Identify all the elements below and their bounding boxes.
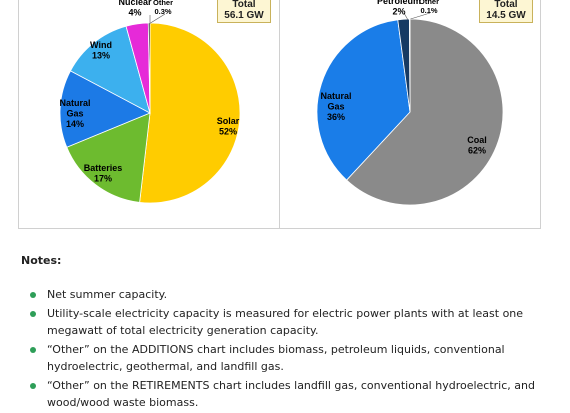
- note-text: “Other” on the ADDITIONS chart includes …: [47, 342, 505, 374]
- bullet-icon: [30, 310, 36, 317]
- additions-label-other: Other 0.3%: [153, 0, 173, 16]
- note-text: Net summer capacity.: [47, 288, 168, 301]
- retirements-total-box: Total 14.5 GW: [479, 0, 533, 23]
- additions-label-batteries: Batteries 17%: [84, 163, 123, 184]
- bullet-icon: [30, 382, 36, 389]
- notes-list: Net summer capacity. Utility-scale elect…: [21, 286, 551, 412]
- additions-total-value: 56.1 GW: [224, 10, 264, 21]
- notes-title: Notes:: [21, 254, 62, 267]
- bullet-icon: [30, 292, 36, 298]
- retirements-leader-line: [403, 12, 409, 21]
- retirements-pie-chart: Coal 62% Natural Gas 36% Petroleum 2%Other 0.1%: [316, 0, 504, 206]
- additions-slice-solar: [139, 22, 241, 204]
- additions-label-nuclear: Nuclear 4%: [118, 0, 152, 18]
- additions-total-box: Total 56.1 GW: [217, 0, 271, 23]
- note-item: Net summer capacity.: [30, 286, 551, 304]
- additions-total-label: Total: [232, 0, 256, 10]
- retirements-label-natural-gas: Natural Gas 36%: [320, 91, 351, 122]
- retirements-label-petroleum: Petroleum 2%: [377, 0, 421, 17]
- additions-leader-line: [150, 13, 166, 24]
- additions-chart-panel: Solar 52% Batteries 17% Natural Gas 14% Wind 13%…: [18, 0, 280, 229]
- additions-slice-natural-gas: [59, 70, 151, 148]
- additions-label-natural-gas: Natural Gas 14%: [59, 98, 90, 129]
- note-item: Utility-scale electricity capacity is me…: [30, 305, 551, 340]
- retirements-label-coal: Coal 62%: [467, 135, 487, 156]
- additions-slice-batteries: [66, 112, 151, 203]
- bullet-icon: [30, 346, 36, 353]
- additions-label-wind: Wind 13%: [90, 40, 112, 61]
- retirements-total-value: 14.5 GW: [486, 10, 526, 21]
- additions-label-solar: Solar 52%: [217, 116, 240, 137]
- note-text: “Other” on the RETIREMENTS chart include…: [47, 378, 535, 410]
- note-text: Utility-scale electricity capacity is me…: [47, 306, 524, 338]
- note-item: “Other” on the ADDITIONS chart includes …: [30, 341, 551, 376]
- additions-slice-wind: [69, 25, 151, 114]
- retirements-total-label: Total: [494, 0, 518, 10]
- retirements-leader-line: [410, 12, 431, 20]
- retirements-slice-other: [409, 18, 411, 113]
- additions-pie-chart: Solar 52% Batteries 17% Natural Gas 14% Wind 13%…: [59, 0, 241, 204]
- retirements-chart-panel: Coal 62% Natural Gas 36% Petroleum 2% Other 0.1%…: [279, 0, 541, 229]
- notes-section: Notes: Net summer capacity. Utility-scal…: [21, 254, 551, 413]
- retirements-slice-coal: [346, 18, 504, 206]
- retirements-slice-natural-gas: [316, 19, 411, 181]
- retirements-label-other: Other 0.1%: [419, 0, 439, 15]
- note-item: “Other” on the RETIREMENTS chart include…: [30, 377, 551, 412]
